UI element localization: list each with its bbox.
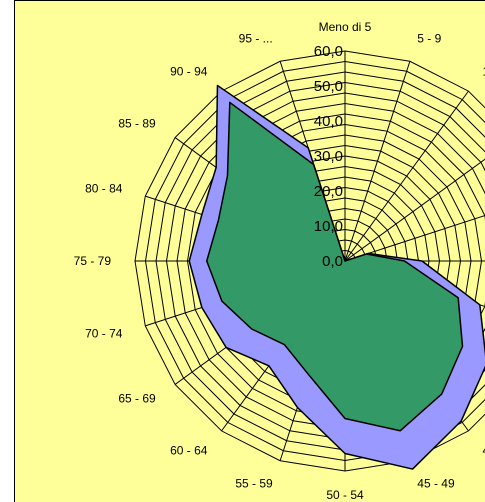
category-label: 95 - ... [239,31,273,45]
radial-tick-label: 40,0 [314,113,343,130]
category-label: 60 - 64 [170,443,208,457]
radial-tick-label: 50,0 [314,78,343,95]
radar-chart: 0,0 10,0 20,0 30,0 40,0 50,0 60,0 Meno di 5 5 - … [74,20,485,502]
category-label: 75 - 79 [74,254,112,268]
category-label: 10 - 14 [483,65,485,79]
radial-tick-label: 30,0 [314,148,343,165]
category-label: 80 - 84 [85,182,123,196]
category-label: 5 - 9 [417,31,441,45]
spoke-line [344,61,411,262]
category-label: 85 - 89 [118,116,156,130]
category-label: 55 - 59 [235,477,273,491]
category-label: 45 - 49 [417,477,455,491]
chart-panel: 0,0 10,0 20,0 30,0 40,0 50,0 60,0 Meno di 5 5 - … [14,0,485,502]
radial-tick-label: 0,0 [322,253,343,270]
category-label: 90 - 94 [170,65,208,79]
radial-tick-label: 10,0 [314,218,343,235]
category-label: Meno di 5 [319,20,372,34]
spoke-line [344,214,485,262]
spoke-line [344,158,485,262]
radial-tick-label: 20,0 [314,183,343,200]
series-2-area [206,101,464,432]
category-label: 50 - 54 [326,488,364,502]
category-label: 70 - 74 [85,326,123,340]
radial-tick-label: 60,0 [314,43,343,60]
spoke-line [344,90,469,262]
category-label: 40 - 44 [483,443,485,457]
category-label: 65 - 69 [118,392,156,406]
